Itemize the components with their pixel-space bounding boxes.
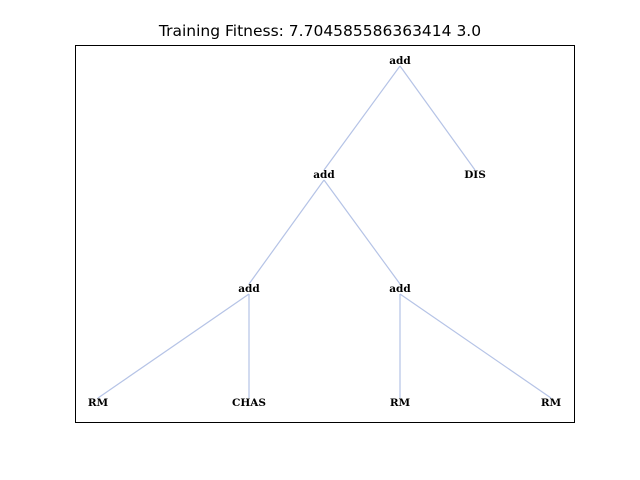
tree-node-rm: RM	[88, 397, 109, 409]
edges-layer	[97, 65, 552, 399]
tree-edge-n3-n5	[97, 293, 250, 399]
tree-edge-n1-n3	[248, 179, 325, 285]
tree-node-rm: RM	[541, 397, 562, 409]
tree-node-chas: CHAS	[232, 397, 266, 409]
tree-edge-n1-n4	[323, 179, 401, 285]
tree-node-add: add	[238, 283, 260, 295]
nodes-layer: add add DIS add add RM CHAS RM RM	[88, 55, 562, 409]
tree-edge-n0-n1	[323, 65, 401, 171]
tree-edge-n0-n2	[399, 65, 476, 171]
tree-node-rm: RM	[390, 397, 411, 409]
tree-node-add: add	[389, 283, 411, 295]
tree-node-add: add	[389, 55, 411, 67]
figure-title: Training Fitness: 7.704585586363414 3.0	[158, 22, 482, 40]
tree-node-dis: DIS	[464, 169, 486, 181]
tree-node-add: add	[313, 169, 335, 181]
tree-edge-n4-n8	[399, 293, 552, 399]
plot-frame	[75, 45, 575, 423]
